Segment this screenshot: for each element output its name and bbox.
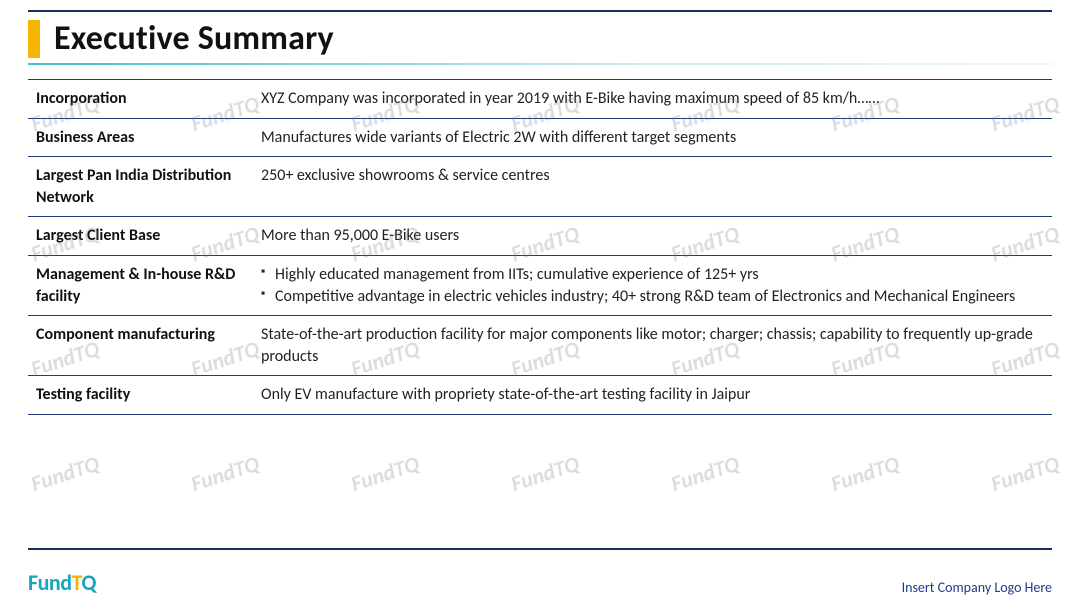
table-row: Management & In-house R&D facility Highly…	[28, 255, 1052, 315]
table-row: Testing facilityOnly EV manufacture with…	[28, 376, 1052, 415]
row-label: Component manufacturing	[28, 316, 253, 376]
bullet-item: Highly educated management from IITs; cu…	[261, 264, 1042, 286]
table-row: Business AreasManufactures wide variants…	[28, 118, 1052, 157]
row-value: Highly educated management from IITs; cu…	[253, 255, 1052, 315]
row-label: Incorporation	[28, 80, 253, 119]
watermark-text: FundTQ	[348, 450, 423, 497]
watermark-text: FundTQ	[668, 450, 743, 497]
watermark-text: FundTQ	[988, 450, 1063, 497]
row-label: Largest Pan India Distribution Network	[28, 157, 253, 217]
title-row: Executive Summary	[28, 18, 1052, 59]
table-row: Component manufacturingState-of-the-art …	[28, 316, 1052, 376]
table-row: IncorporationXYZ Company was incorporate…	[28, 80, 1052, 119]
watermark-text: FundTQ	[828, 450, 903, 497]
row-label: Business Areas	[28, 118, 253, 157]
logo-text-q: Q	[81, 569, 96, 596]
bottom-rule	[28, 548, 1052, 550]
row-value: 250+ exclusive showrooms & service centr…	[253, 157, 1052, 217]
summary-table: IncorporationXYZ Company was incorporate…	[28, 79, 1052, 415]
watermark-text: FundTQ	[508, 450, 583, 497]
row-label: Management & In-house R&D facility	[28, 255, 253, 315]
table-row: Largest Pan India Distribution Network25…	[28, 157, 1052, 217]
table-row: Largest Client BaseMore than 95,000 E-Bi…	[28, 217, 1052, 256]
watermark-text: FundTQ	[188, 450, 263, 497]
footer: FundTQ Insert Company Logo Here	[28, 569, 1052, 596]
row-label: Largest Client Base	[28, 217, 253, 256]
page-title: Executive Summary	[54, 18, 334, 59]
bullet-list: Highly educated management from IITs; cu…	[261, 264, 1042, 307]
accent-bar	[28, 20, 40, 58]
fundtq-logo: FundTQ	[28, 569, 96, 596]
logo-text-t: T	[72, 569, 82, 596]
row-value: Manufactures wide variants of Electric 2…	[253, 118, 1052, 157]
logo-placeholder: Insert Company Logo Here	[902, 579, 1052, 596]
watermark-text: FundTQ	[28, 450, 103, 497]
row-value: Only EV manufacture with propriety state…	[253, 376, 1052, 415]
row-value: XYZ Company was incorporated in year 201…	[253, 80, 1052, 119]
row-value: More than 95,000 E-Bike users	[253, 217, 1052, 256]
logo-text-fund: Fund	[28, 569, 72, 596]
slide: Executive Summary IncorporationXYZ Compa…	[0, 0, 1080, 608]
title-underline	[28, 63, 1052, 65]
top-rule	[28, 10, 1052, 12]
row-label: Testing facility	[28, 376, 253, 415]
row-value: State-of-the-art production facility for…	[253, 316, 1052, 376]
bullet-item: Competitive advantage in electric vehicl…	[261, 286, 1042, 308]
